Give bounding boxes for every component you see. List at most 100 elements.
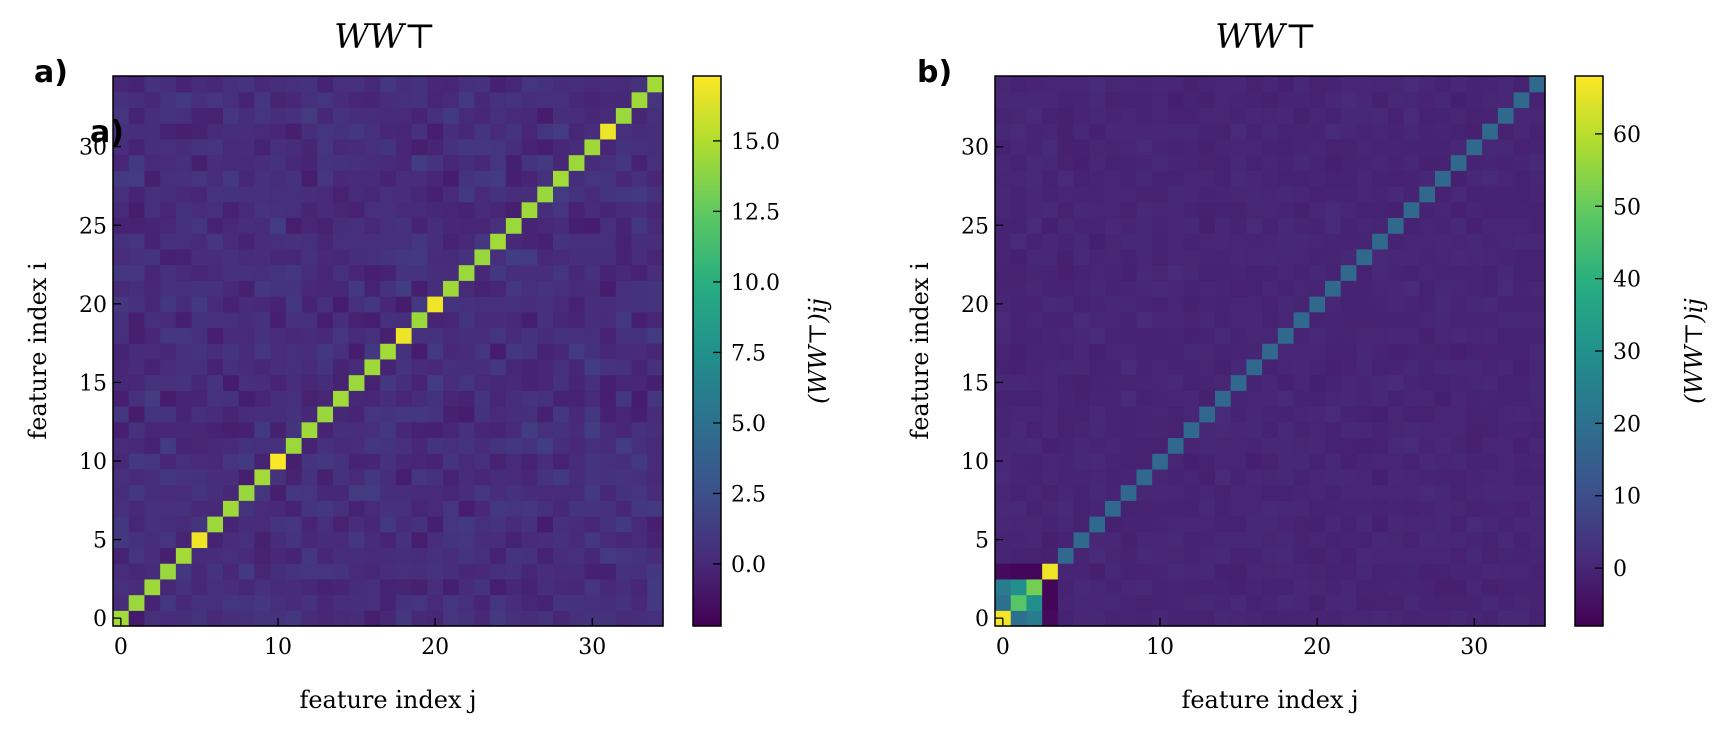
heatmap-cell xyxy=(1010,170,1028,187)
heatmap-cell xyxy=(1435,233,1452,250)
heatmap-cell xyxy=(1215,248,1232,266)
heatmap-cell xyxy=(1183,468,1200,486)
heatmap-cell xyxy=(1199,248,1216,266)
heatmap-cell xyxy=(254,233,271,250)
heatmap-cell xyxy=(1183,563,1200,580)
heatmap-cell xyxy=(1246,437,1263,454)
heatmap-cell xyxy=(1042,343,1059,360)
heatmap-cell xyxy=(1057,248,1075,266)
heatmap-cell xyxy=(537,264,554,281)
heatmap-cell xyxy=(490,374,507,391)
heatmap-cell xyxy=(1387,390,1405,407)
heatmap-cell xyxy=(1309,296,1326,313)
heatmap-cell xyxy=(521,578,538,596)
heatmap-cell xyxy=(1215,170,1232,187)
heatmap-cell xyxy=(474,186,491,203)
heatmap-cell xyxy=(1167,563,1185,580)
heatmap-cell xyxy=(1497,280,1515,297)
heatmap-cell xyxy=(1010,374,1028,391)
heatmap-cell xyxy=(1529,390,1546,407)
heatmap-cell xyxy=(600,248,617,266)
heatmap-cell xyxy=(1435,264,1452,281)
heatmap-cell xyxy=(411,91,428,109)
heatmap-cell xyxy=(1026,594,1043,611)
heatmap-cell xyxy=(1230,531,1248,549)
heatmap-cell xyxy=(1419,468,1436,486)
heatmap-cell xyxy=(443,296,460,313)
heatmap-cell xyxy=(553,343,570,360)
heatmap-cell xyxy=(600,327,617,344)
heatmap-cell xyxy=(1010,138,1028,156)
heatmap-cell xyxy=(427,248,444,266)
heatmap-cell xyxy=(223,500,240,517)
heatmap-cell xyxy=(1215,91,1232,109)
heatmap-cell xyxy=(474,217,491,234)
heatmap-cell xyxy=(521,201,538,219)
heatmap-cell xyxy=(1073,154,1090,171)
heatmap-cell xyxy=(301,531,318,549)
heatmap-cell xyxy=(333,437,350,454)
heatmap-cell xyxy=(1387,296,1405,313)
heatmap-cell xyxy=(1120,138,1138,156)
heatmap-cell xyxy=(270,406,287,423)
heatmap-cell xyxy=(1042,594,1059,611)
heatmap-cell xyxy=(1403,358,1420,376)
heatmap-cell xyxy=(364,594,381,611)
heatmap-cell xyxy=(1230,358,1248,376)
heatmap-cell xyxy=(1183,594,1200,611)
heatmap-cell xyxy=(615,374,633,391)
heatmap-cell xyxy=(615,610,633,627)
heatmap-cell xyxy=(1026,154,1043,171)
heatmap-cell xyxy=(1513,186,1530,203)
heatmap-cell xyxy=(1529,563,1546,580)
heatmap-cell xyxy=(301,390,318,407)
heatmap-cell xyxy=(1435,201,1452,219)
heatmap-cell xyxy=(1230,311,1248,329)
heatmap-cell xyxy=(254,280,271,297)
heatmap-cell xyxy=(175,138,193,156)
heatmap-cell xyxy=(443,531,460,549)
heatmap-cell xyxy=(1293,154,1310,171)
heatmap-cell xyxy=(568,531,586,549)
heatmap-cell xyxy=(615,421,633,439)
heatmap-cell xyxy=(1042,327,1059,344)
heatmap-cell xyxy=(364,484,381,501)
heatmap-cell xyxy=(458,186,476,203)
heatmap-cell xyxy=(1199,296,1216,313)
heatmap-cell xyxy=(1293,311,1310,329)
heatmap-cell xyxy=(1340,437,1358,454)
heatmap-cell xyxy=(1073,296,1090,313)
heatmap-cell xyxy=(553,107,570,124)
heatmap-cell xyxy=(631,264,648,281)
heatmap-cell xyxy=(1497,516,1515,533)
heatmap-cell xyxy=(175,374,193,391)
heatmap-cell xyxy=(254,374,271,391)
heatmap-cell xyxy=(1152,154,1169,171)
heatmap-cell xyxy=(1293,406,1310,423)
heatmap-cell xyxy=(443,563,460,580)
heatmap-cell xyxy=(995,453,1012,470)
heatmap-cell xyxy=(1466,594,1483,611)
heatmap-cell xyxy=(647,531,664,549)
heatmap-cell xyxy=(411,516,428,533)
heatmap-cell xyxy=(1513,248,1530,266)
heatmap-cell xyxy=(1325,390,1342,407)
heatmap-cell xyxy=(254,311,271,329)
heatmap-cell xyxy=(1215,578,1232,596)
heatmap-cell xyxy=(333,374,350,391)
heatmap-cell xyxy=(1199,91,1216,109)
heatmap-cell xyxy=(285,390,303,407)
heatmap-cell xyxy=(175,421,193,439)
heatmap-cell xyxy=(443,610,460,627)
heatmap-cell xyxy=(1356,248,1373,266)
heatmap-cell xyxy=(1105,343,1122,360)
heatmap-cell xyxy=(395,186,413,203)
heatmap-cell xyxy=(333,516,350,533)
x-axis-label-a: feature index j xyxy=(299,686,476,714)
heatmap-cell xyxy=(1199,280,1216,297)
heatmap-cell xyxy=(631,201,648,219)
heatmap-cell xyxy=(1199,264,1216,281)
heatmap-cell xyxy=(1246,390,1263,407)
heatmap-cell xyxy=(1120,547,1138,564)
heatmap-cell xyxy=(348,76,366,93)
